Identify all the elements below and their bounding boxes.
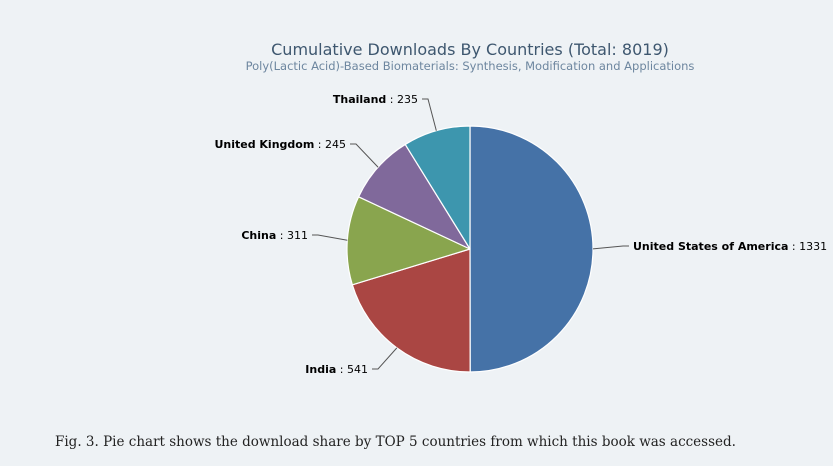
pie-label-value: 311 — [287, 229, 308, 242]
pie-label-value: 541 — [347, 363, 368, 376]
pie-label-name: China — [241, 229, 276, 242]
pie-chart-svg: Cumulative Downloads By Countries (Total… — [214, 40, 827, 376]
figure-caption: Fig. 3. Pie chart shows the download sha… — [55, 434, 736, 450]
pie-slice-india[interactable] — [351, 248, 471, 373]
pie-label-name: Thailand — [333, 93, 386, 106]
pie-slice-china[interactable] — [346, 196, 471, 286]
pie-slice-thailand[interactable] — [404, 125, 471, 250]
pie-slice-united-states-of-america[interactable] — [469, 125, 594, 373]
pie-label-separator: : — [314, 138, 325, 151]
pie-label-value: 245 — [325, 138, 346, 151]
pie-label-thailand: Thailand : 235 — [333, 93, 418, 106]
pie-connector-united-states-of-america — [592, 245, 629, 250]
pie-label-separator: : — [276, 229, 287, 242]
pie-label-separator: : — [336, 363, 347, 376]
pie-connector-united-kingdom — [350, 143, 379, 168]
pie-label-united-states-of-america: United States of America : 1331 — [633, 240, 827, 253]
pie-label-value: 1331 — [799, 240, 827, 253]
pie-label-name: United Kingdom — [214, 138, 314, 151]
chart-title: Cumulative Downloads By Countries (Total… — [271, 40, 669, 59]
pie-label-name: India — [305, 363, 336, 376]
pie-label-value: 235 — [397, 93, 418, 106]
pie-label-name: United States of America — [633, 240, 788, 253]
pie-label-separator: : — [386, 93, 397, 106]
pie-connector-thailand — [422, 98, 437, 131]
pie-connector-china — [312, 234, 348, 241]
pie-label-united-kingdom: United Kingdom : 245 — [214, 138, 346, 151]
chart-subtitle: Poly(Lactic Acid)-Based Biomaterials: Sy… — [246, 59, 695, 73]
pie-labels: United States of America : 1331 India : 5… — [214, 93, 827, 376]
pie-label-separator: : — [788, 240, 799, 253]
pie-connector-india — [372, 347, 398, 370]
pie-slices — [346, 125, 594, 373]
pie-label-china: China : 311 — [241, 229, 308, 242]
pie-label-india: India : 541 — [305, 363, 368, 376]
